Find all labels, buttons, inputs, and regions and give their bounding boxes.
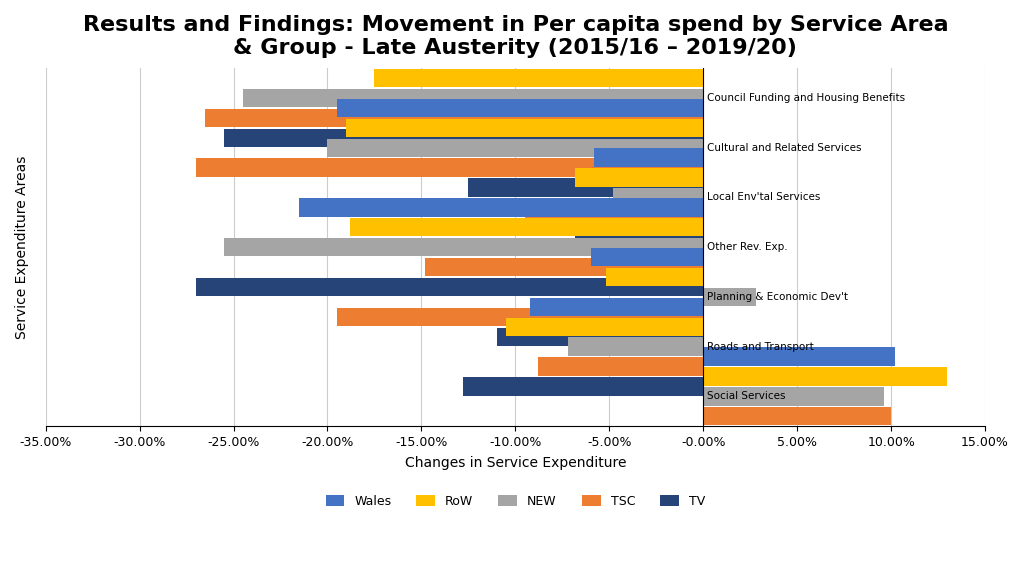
Bar [703,347,895,366]
Text: Roads and Transport: Roads and Transport [707,342,814,351]
Bar [594,149,703,167]
Bar [468,179,703,196]
Text: Council Funding and Housing Benefits: Council Funding and Housing Benefits [707,93,905,103]
Text: Cultural and Related Services: Cultural and Related Services [707,143,861,153]
Y-axis label: Service Expenditure Areas: Service Expenditure Areas [15,156,29,339]
X-axis label: Changes in Service Expenditure: Changes in Service Expenditure [404,456,626,470]
Bar [605,268,703,286]
Bar [350,218,703,236]
Bar [575,228,703,247]
Bar [538,357,703,376]
Bar [196,278,703,296]
Bar [337,98,703,117]
Bar [703,407,891,426]
Bar [346,119,703,137]
Bar [299,198,703,217]
Bar [524,208,703,226]
Text: Other Rev. Exp.: Other Rev. Exp. [707,242,787,252]
Bar [613,188,703,207]
Bar [375,69,703,87]
Bar [328,138,703,157]
Text: Local Env'tal Services: Local Env'tal Services [707,192,820,202]
Bar [224,238,703,256]
Bar [568,338,703,356]
Title: Results and Findings: Movement in Per capita spend by Service Area
& Group - Lat: Results and Findings: Movement in Per ca… [83,15,948,58]
Legend: Wales, RoW, NEW, TSC, TV: Wales, RoW, NEW, TSC, TV [321,490,710,513]
Bar [575,168,703,187]
Bar [703,387,884,406]
Text: Planning & Economic Dev't: Planning & Economic Dev't [707,292,848,302]
Bar [206,109,703,127]
Bar [425,258,703,276]
Bar [506,317,703,336]
Bar [703,367,947,386]
Bar [497,328,703,346]
Bar [703,288,756,306]
Bar [703,427,835,445]
Bar [337,308,703,326]
Bar [530,298,703,316]
Bar [463,377,703,396]
Text: Social Services: Social Services [707,391,785,401]
Bar [591,248,703,266]
Bar [224,128,703,147]
Bar [243,89,703,107]
Bar [196,158,703,177]
Bar [281,49,703,67]
